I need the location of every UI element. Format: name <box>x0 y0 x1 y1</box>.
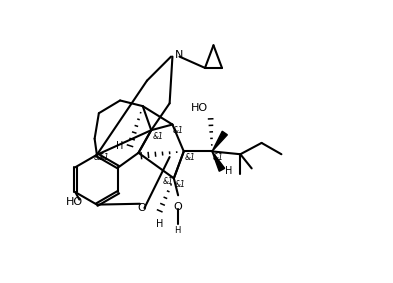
Text: &1: &1 <box>213 153 224 162</box>
Polygon shape <box>212 151 225 171</box>
Text: &1: &1 <box>152 132 163 141</box>
Text: O: O <box>138 203 147 213</box>
Text: &1: &1 <box>184 153 195 162</box>
Text: N: N <box>175 50 183 60</box>
Text: &1: &1 <box>94 153 105 162</box>
Text: &1: &1 <box>173 126 184 135</box>
Text: H: H <box>156 218 163 229</box>
Text: O: O <box>174 201 182 212</box>
Text: H: H <box>225 166 232 176</box>
Text: &1: &1 <box>163 177 173 186</box>
Text: H: H <box>174 226 181 235</box>
Text: &1: &1 <box>98 153 109 162</box>
Text: &1: &1 <box>174 180 185 189</box>
Polygon shape <box>212 131 228 151</box>
Text: H: H <box>116 141 123 151</box>
Text: HO: HO <box>66 197 83 207</box>
Text: HO: HO <box>191 103 208 113</box>
